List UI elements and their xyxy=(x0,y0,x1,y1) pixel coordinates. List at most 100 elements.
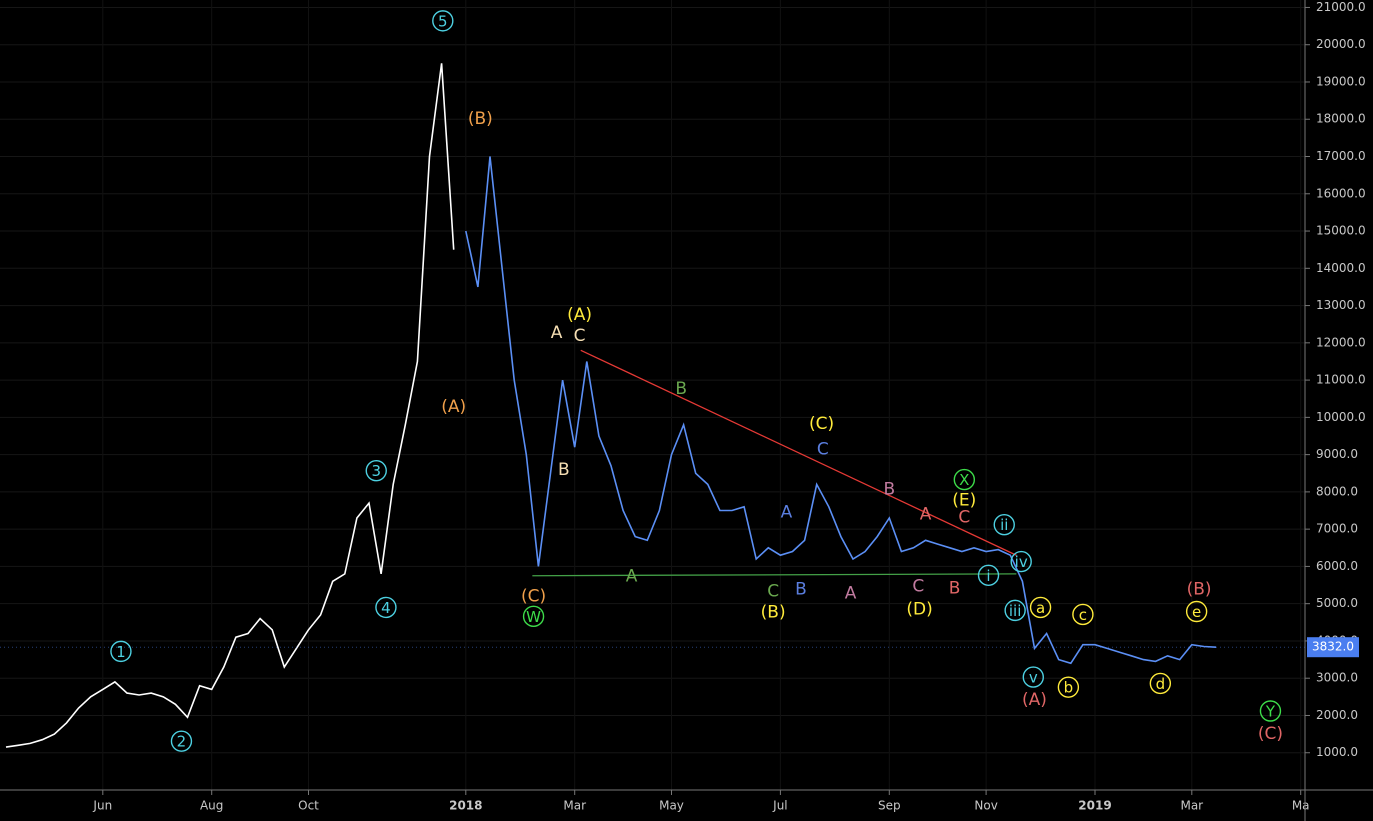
last-price-box xyxy=(1307,637,1359,658)
wave-text: B xyxy=(558,460,570,480)
y-tick-label: 2000.0 xyxy=(1316,708,1358,722)
wave-text: 1 xyxy=(116,643,126,661)
wave-label: X xyxy=(953,468,976,491)
wave-label: (B) xyxy=(1187,579,1212,599)
wave-text: C xyxy=(817,440,829,460)
wave-text: B xyxy=(795,579,807,599)
y-tick-label: 21000.0 xyxy=(1316,0,1366,14)
x-tick-label: Jul xyxy=(772,799,787,813)
wave-label: 3 xyxy=(365,459,387,482)
x-tick-label: Mar xyxy=(563,799,586,813)
trend-line xyxy=(532,573,1017,577)
wave-circle xyxy=(1004,599,1026,622)
wave-label: i xyxy=(977,564,1000,587)
wave-label: C xyxy=(817,440,829,460)
x-tick-label: Mar xyxy=(1180,799,1203,813)
wave-label: (A) xyxy=(1022,690,1047,710)
wave-text: (D) xyxy=(906,600,932,620)
wave-circle xyxy=(170,730,193,752)
x-tick-label: Sep xyxy=(878,799,901,813)
wave-label: c xyxy=(1072,603,1094,626)
trend-line xyxy=(580,349,1017,556)
wave-circle xyxy=(110,640,132,663)
wave-circle xyxy=(1022,666,1044,688)
wave-text: (B) xyxy=(1187,579,1212,599)
wave-text: (A) xyxy=(567,305,592,325)
wave-text: B xyxy=(883,480,895,500)
wave-text: 3 xyxy=(371,462,381,480)
wave-label: B xyxy=(795,579,807,599)
y-tick-label: 14000.0 xyxy=(1316,261,1366,275)
wave-label: v xyxy=(1022,666,1044,688)
y-tick-label: 18000.0 xyxy=(1316,112,1366,126)
wave-text: A xyxy=(845,584,857,604)
wave-label: A xyxy=(551,323,563,343)
wave-text: ii xyxy=(1000,516,1008,534)
wave-text: d xyxy=(1156,675,1166,693)
x-tick-label: Ma xyxy=(1292,799,1310,813)
wave-text: c xyxy=(1079,606,1087,624)
wave-circle xyxy=(993,513,1015,536)
x-tick-label: Oct xyxy=(298,799,319,813)
wave-text: (C) xyxy=(1258,724,1283,744)
wave-label: (A) xyxy=(567,305,592,325)
wave-label: d xyxy=(1149,672,1172,695)
price-line xyxy=(5,63,455,748)
wave-circle xyxy=(522,605,545,628)
x-tick-label: 2018 xyxy=(449,799,482,813)
wave-text: A xyxy=(551,323,563,343)
wave-label: A xyxy=(626,566,638,586)
wave-circle xyxy=(977,564,1000,587)
wave-circle xyxy=(953,468,976,491)
y-tick-label: 13000.0 xyxy=(1316,298,1366,312)
wave-text: e xyxy=(1192,603,1201,621)
wave-text: (B) xyxy=(761,603,786,623)
wave-text: W xyxy=(526,608,541,626)
wave-text: 2 xyxy=(177,733,187,751)
x-tick-label: May xyxy=(659,799,684,813)
wave-circle xyxy=(375,596,397,619)
wave-circle xyxy=(1259,700,1282,722)
y-tick-label: 20000.0 xyxy=(1316,37,1366,51)
wave-label: B xyxy=(558,460,570,480)
wave-label: 5 xyxy=(432,10,454,32)
wave-label: C xyxy=(958,507,970,527)
wave-label: ii xyxy=(993,513,1015,536)
wave-label: A xyxy=(845,584,857,604)
wave-text: iii xyxy=(1009,602,1022,620)
x-tick-label: Nov xyxy=(974,799,997,813)
wave-text: (A) xyxy=(441,397,466,417)
wave-text: b xyxy=(1064,679,1074,697)
wave-text: C xyxy=(574,326,586,346)
y-tick-label: 10000.0 xyxy=(1316,410,1366,424)
wave-text: C xyxy=(767,582,779,602)
wave-label: B xyxy=(949,579,961,599)
wave-label: B xyxy=(675,379,687,399)
wave-text: (C) xyxy=(521,586,546,606)
wave-label: 2 xyxy=(170,730,193,752)
wave-label: W xyxy=(522,605,545,628)
wave-text: Y xyxy=(1265,703,1276,721)
wave-text: C xyxy=(912,576,924,596)
wave-text: X xyxy=(959,471,969,489)
x-tick-label: Jun xyxy=(92,799,112,813)
wave-text: B xyxy=(675,379,687,399)
wave-label: iii xyxy=(1004,599,1026,622)
y-tick-label: 5000.0 xyxy=(1316,596,1358,610)
wave-circle xyxy=(1010,550,1032,573)
wave-label: Y xyxy=(1259,700,1282,722)
wave-text: (C) xyxy=(809,414,834,434)
wave-circle xyxy=(432,10,454,32)
wave-label: A xyxy=(920,505,932,525)
wave-label: iv xyxy=(1010,550,1032,573)
wave-label: (B) xyxy=(761,603,786,623)
wave-circle xyxy=(1072,603,1094,626)
wave-text: A xyxy=(626,566,638,586)
wave-label: (D) xyxy=(906,600,932,620)
wave-text: 5 xyxy=(438,12,448,30)
wave-text: C xyxy=(958,507,970,527)
x-tick-label: Aug xyxy=(200,799,223,813)
wave-label: (B) xyxy=(468,109,493,129)
price-line xyxy=(465,156,1217,665)
